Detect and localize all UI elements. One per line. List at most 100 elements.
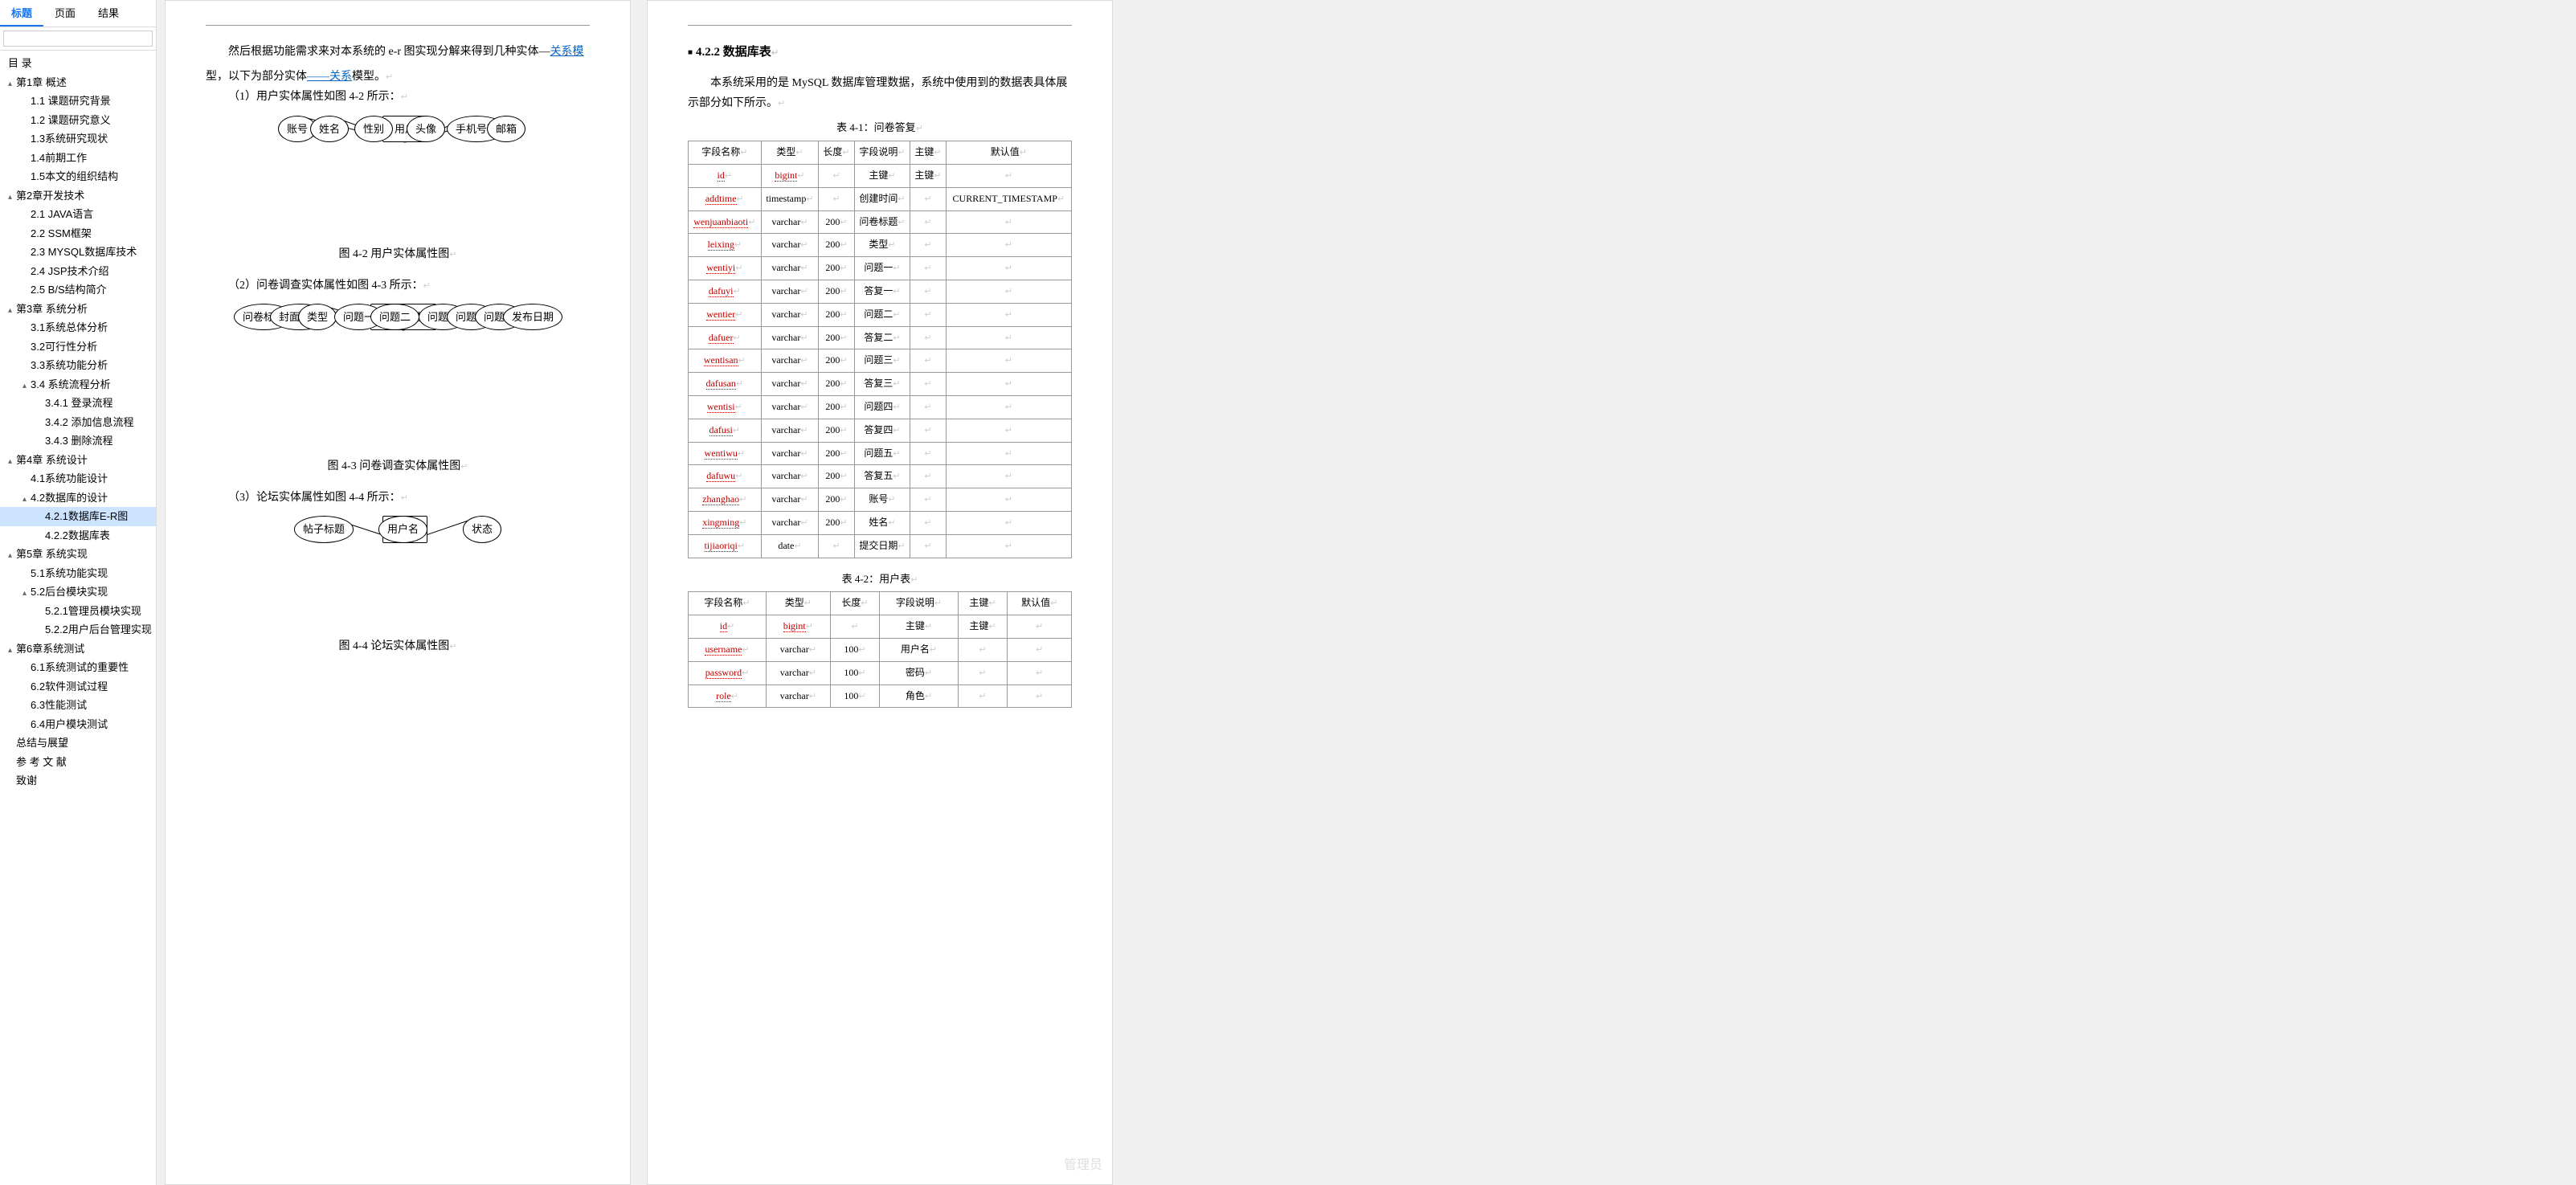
toc-item[interactable]: 4.1系统功能设计 — [0, 469, 156, 488]
table-cell: varchar↵ — [761, 465, 819, 488]
toc-item[interactable]: 3.2可行性分析 — [0, 337, 156, 357]
search-container — [0, 27, 156, 51]
toc-item[interactable]: 2.4 JSP技术介绍 — [0, 262, 156, 281]
table-cell: varchar↵ — [761, 349, 819, 373]
figure-caption: 图 4-4 论坛实体属性图↵ — [206, 636, 590, 656]
toc-item[interactable]: 3.4.2 添加信息流程 — [0, 413, 156, 432]
table-cell: ↵ — [910, 187, 946, 210]
table-header: 字段说明↵ — [880, 592, 958, 615]
toc-item[interactable]: 4.2.1数据库E-R图 — [0, 507, 156, 526]
table-header: 字段名称↵ — [689, 592, 767, 615]
table-cell: ↵ — [946, 303, 1071, 326]
toc-label: 5.1系统功能实现 — [31, 567, 108, 579]
toc-item[interactable]: 3.4.3 删除流程 — [0, 431, 156, 451]
toc-label: 1.5本文的组织结构 — [31, 170, 118, 182]
toc-item[interactable]: ▴第2章开发技术 — [0, 186, 156, 206]
table-header: 默认值↵ — [1008, 592, 1072, 615]
toc-label: 1.2 课题研究意义 — [31, 114, 111, 126]
toc-item[interactable]: 4.2.2数据库表 — [0, 526, 156, 546]
toc-label: 第2章开发技术 — [16, 190, 84, 202]
toc-item[interactable]: 致谢 — [0, 771, 156, 791]
toc-item[interactable]: 6.1系统测试的重要性 — [0, 658, 156, 677]
toc-item[interactable]: 5.2.2用户后台管理实现 — [0, 620, 156, 639]
toc-item[interactable]: 6.2软件测试过程 — [0, 677, 156, 697]
toc-label: 第3章 系统分析 — [16, 303, 88, 315]
toc-item[interactable]: 1.2 课题研究意义 — [0, 111, 156, 130]
toc-label: 第4章 系统设计 — [16, 454, 88, 466]
toc-item[interactable]: ▴第4章 系统设计 — [0, 451, 156, 470]
toc-item[interactable]: ▴第3章 系统分析 — [0, 300, 156, 319]
toc-item[interactable]: ▴第1章 概述 — [0, 73, 156, 92]
toc-item[interactable]: 6.3性能测试 — [0, 696, 156, 715]
table-cell: 账号↵ — [854, 488, 910, 512]
toc-root[interactable]: 目 录 — [0, 54, 156, 73]
table-row: dafuwu↵varchar↵200↵答复五↵↵↵ — [689, 465, 1072, 488]
table-row: wentiyi↵varchar↵200↵问题一↵↵↵ — [689, 257, 1072, 280]
table-header: 主键↵ — [958, 592, 1008, 615]
table-cell: ↵ — [910, 234, 946, 257]
table-cell: wentier↵ — [689, 303, 762, 326]
toc-item[interactable]: ▴第6章系统测试 — [0, 639, 156, 659]
toc-item[interactable]: 3.4.1 登录流程 — [0, 394, 156, 413]
table-cell: ↵ — [819, 534, 854, 558]
toc-item[interactable]: 总结与展望 — [0, 733, 156, 753]
toc-item[interactable]: 1.4前期工作 — [0, 149, 156, 168]
table-cell: 200↵ — [819, 303, 854, 326]
toc-item[interactable]: ▴5.2后台模块实现 — [0, 582, 156, 602]
toc-label: 6.2软件测试过程 — [31, 680, 108, 693]
table-cell: ↵ — [910, 257, 946, 280]
toc-item[interactable]: 5.1系统功能实现 — [0, 564, 156, 583]
table-cell: 200↵ — [819, 465, 854, 488]
toc-item[interactable]: ▴4.2数据库的设计 — [0, 488, 156, 508]
table-cell: 200↵ — [819, 234, 854, 257]
tab-title[interactable]: 标题 — [0, 0, 43, 27]
toc-item[interactable]: 参 考 文 献 — [0, 753, 156, 772]
table-cell: ↵ — [910, 511, 946, 534]
table-cell: ↵ — [946, 326, 1071, 349]
table-row: role↵varchar↵100↵角色↵↵↵ — [689, 684, 1072, 708]
attr-node: 头像 — [407, 116, 445, 142]
toc-label: 3.4.2 添加信息流程 — [45, 416, 134, 428]
table-cell: date↵ — [761, 534, 819, 558]
table-cell: varchar↵ — [761, 234, 819, 257]
toc-item[interactable]: 5.2.1管理员模块实现 — [0, 602, 156, 621]
attr-node: 姓名 — [310, 116, 349, 142]
table-cell: varchar↵ — [767, 661, 830, 684]
tab-result[interactable]: 结果 — [87, 0, 130, 27]
table-cell: ↵ — [910, 349, 946, 373]
toc-item[interactable]: 3.3系统功能分析 — [0, 356, 156, 375]
tab-page[interactable]: 页面 — [43, 0, 87, 27]
toc-label: 1.4前期工作 — [31, 152, 87, 164]
toc-item[interactable]: ▴第5章 系统实现 — [0, 545, 156, 564]
toc-item[interactable]: 1.1 课题研究背景 — [0, 92, 156, 111]
watermark: 管理员 — [1064, 1154, 1102, 1178]
toc-item[interactable]: 1.3系统研究现状 — [0, 129, 156, 149]
toc-item[interactable]: 3.1系统总体分析 — [0, 318, 156, 337]
table-cell: 100↵ — [830, 661, 880, 684]
toc-item[interactable]: 2.3 MYSQL数据库技术 — [0, 243, 156, 262]
search-input[interactable] — [3, 31, 153, 47]
table-cell: varchar↵ — [761, 210, 819, 234]
table-caption: 表 4-2：用户表↵ — [688, 570, 1072, 589]
toc-item[interactable]: ▴3.4 系统流程分析 — [0, 375, 156, 394]
caret-icon: ▴ — [8, 78, 16, 90]
toc-item[interactable]: 1.5本文的组织结构 — [0, 167, 156, 186]
table-cell: ↵ — [910, 465, 946, 488]
toc-label: 3.4.3 删除流程 — [45, 435, 113, 447]
toc-item[interactable]: 2.2 SSM框架 — [0, 224, 156, 243]
table-cell: ↵ — [910, 280, 946, 303]
toc-item[interactable]: 6.4用户模块测试 — [0, 715, 156, 734]
table-cell: 问题三↵ — [854, 349, 910, 373]
table-cell: ↵ — [946, 164, 1071, 187]
table-cell: ↵ — [910, 326, 946, 349]
toc-item[interactable]: 2.1 JAVA语言 — [0, 205, 156, 224]
toc-label: 3.4.1 登录流程 — [45, 397, 113, 409]
table-cell: 200↵ — [819, 257, 854, 280]
table-row: wentisi↵varchar↵200↵问题四↵↵↵ — [689, 395, 1072, 419]
table-cell: 200↵ — [819, 395, 854, 419]
toc-item[interactable]: 2.5 B/S结构简介 — [0, 280, 156, 300]
toc-label: 1.1 课题研究背景 — [31, 95, 111, 107]
table-cell: ↵ — [946, 280, 1071, 303]
table-cell: id↵ — [689, 164, 762, 187]
table-cell: dafusan↵ — [689, 373, 762, 396]
